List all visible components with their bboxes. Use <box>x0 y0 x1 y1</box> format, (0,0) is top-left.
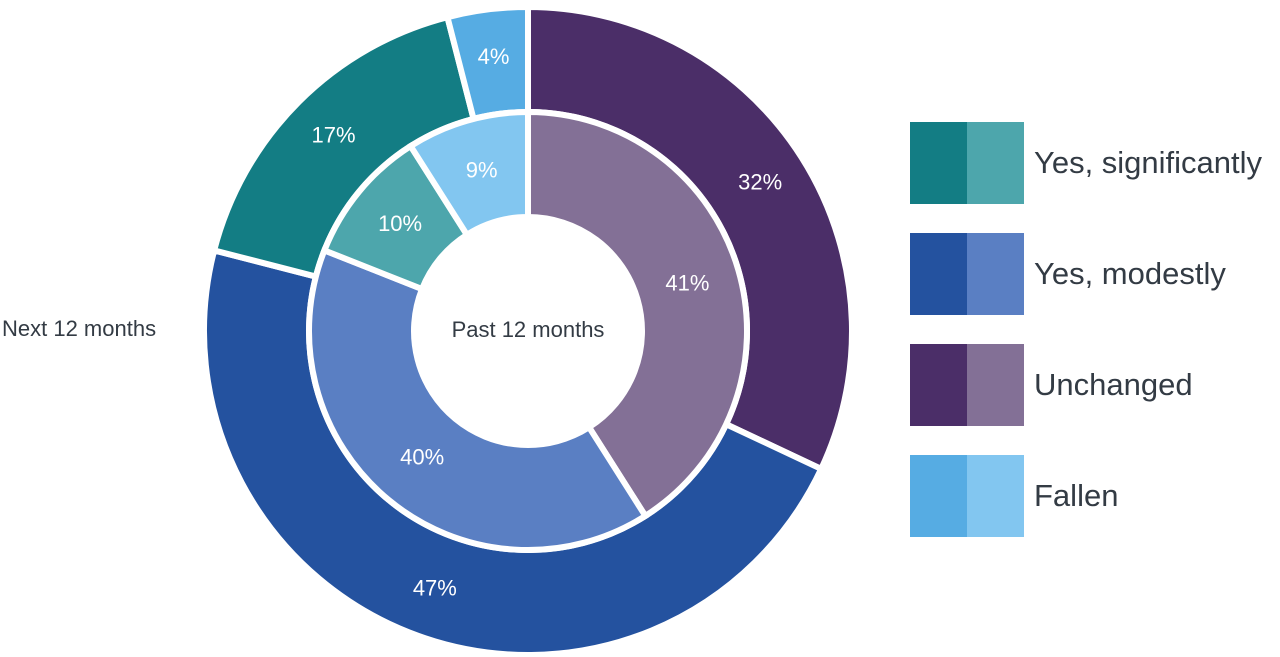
legend-label: Yes, significantly <box>1034 145 1263 180</box>
inner-ring: 41% 40% 10% 9% <box>306 108 750 553</box>
outer-ring-label: Next 12 months <box>2 316 157 341</box>
legend-item-fallen: Fallen <box>910 455 1280 537</box>
legend-item-yes-significantly: Yes, significantly <box>910 122 1280 204</box>
legend-label: Yes, modestly <box>1034 256 1226 291</box>
inner-ring-label: Past 12 months <box>452 317 605 342</box>
legend-swatch <box>910 122 1024 204</box>
inner-label-fallen: 9% <box>466 157 498 182</box>
legend-swatch-inner <box>967 455 1024 537</box>
legend-label: Unchanged <box>1034 367 1193 402</box>
legend: Yes, significantly Yes, modestly Unchang… <box>910 122 1280 566</box>
outer-label-fallen: 4% <box>478 44 510 69</box>
legend-item-yes-modestly: Yes, modestly <box>910 233 1280 315</box>
legend-swatch <box>910 344 1024 426</box>
legend-swatch-inner <box>967 233 1024 315</box>
legend-swatch-outer <box>910 455 967 537</box>
legend-swatch-outer <box>910 233 967 315</box>
legend-swatch <box>910 455 1024 537</box>
outer-label-yes-modestly: 47% <box>413 576 457 601</box>
outer-label-yes-significantly: 17% <box>312 122 356 147</box>
legend-swatch <box>910 233 1024 315</box>
inner-label-yes-significantly: 10% <box>378 211 422 236</box>
inner-slice-yes-modestly <box>306 246 650 553</box>
legend-label: Fallen <box>1034 478 1119 513</box>
legend-swatch-inner <box>967 122 1024 204</box>
inner-slice-fallen <box>406 108 531 239</box>
inner-label-unchanged: 41% <box>665 270 709 295</box>
legend-item-unchanged: Unchanged <box>910 344 1280 426</box>
outer-label-unchanged: 32% <box>738 169 782 194</box>
legend-swatch-outer <box>910 344 967 426</box>
legend-swatch-outer <box>910 122 967 204</box>
inner-slice-unchanged <box>525 108 750 521</box>
legend-swatch-inner <box>967 344 1024 426</box>
outer-ring: 32% 47% 17% 4% <box>201 3 855 657</box>
inner-label-yes-modestly: 40% <box>400 445 444 470</box>
